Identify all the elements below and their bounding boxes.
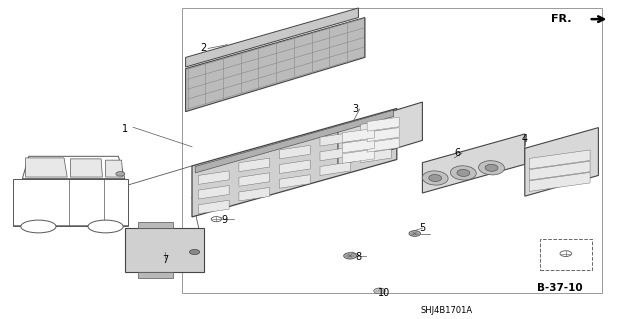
Ellipse shape bbox=[429, 174, 442, 182]
Polygon shape bbox=[367, 138, 399, 152]
Text: 1: 1 bbox=[122, 124, 128, 134]
Polygon shape bbox=[280, 160, 310, 174]
Polygon shape bbox=[529, 150, 590, 169]
Polygon shape bbox=[338, 102, 422, 166]
Text: 3: 3 bbox=[352, 104, 358, 114]
Polygon shape bbox=[106, 160, 123, 177]
Polygon shape bbox=[192, 108, 397, 217]
Polygon shape bbox=[360, 120, 391, 133]
Polygon shape bbox=[367, 117, 399, 131]
Polygon shape bbox=[138, 272, 173, 278]
Text: 7: 7 bbox=[162, 255, 168, 265]
Polygon shape bbox=[320, 133, 351, 146]
Text: SHJ4B1701A: SHJ4B1701A bbox=[420, 306, 473, 315]
Polygon shape bbox=[320, 162, 351, 175]
Text: B-37-10: B-37-10 bbox=[537, 283, 583, 293]
Polygon shape bbox=[195, 110, 394, 173]
Polygon shape bbox=[422, 134, 525, 193]
Text: 4: 4 bbox=[522, 134, 528, 144]
Polygon shape bbox=[342, 149, 374, 163]
Polygon shape bbox=[360, 149, 391, 163]
FancyBboxPatch shape bbox=[540, 239, 592, 270]
Text: 9: 9 bbox=[221, 215, 227, 225]
Polygon shape bbox=[13, 179, 128, 226]
Ellipse shape bbox=[479, 161, 504, 175]
Polygon shape bbox=[186, 18, 365, 112]
Polygon shape bbox=[198, 171, 229, 184]
Polygon shape bbox=[239, 158, 269, 172]
Polygon shape bbox=[198, 186, 229, 199]
Polygon shape bbox=[320, 147, 351, 161]
Polygon shape bbox=[342, 139, 374, 153]
Polygon shape bbox=[186, 8, 358, 67]
Polygon shape bbox=[360, 135, 391, 148]
Polygon shape bbox=[239, 188, 269, 201]
Ellipse shape bbox=[457, 169, 470, 176]
Ellipse shape bbox=[422, 171, 448, 185]
Polygon shape bbox=[342, 128, 374, 142]
Ellipse shape bbox=[451, 166, 476, 180]
Circle shape bbox=[116, 172, 125, 176]
Polygon shape bbox=[280, 175, 310, 188]
Ellipse shape bbox=[20, 220, 56, 233]
Polygon shape bbox=[70, 159, 102, 177]
Polygon shape bbox=[529, 161, 590, 180]
Text: FR.: FR. bbox=[551, 14, 572, 24]
Polygon shape bbox=[525, 128, 598, 196]
Polygon shape bbox=[138, 222, 173, 228]
Polygon shape bbox=[125, 228, 204, 272]
Circle shape bbox=[189, 249, 200, 255]
Text: 5: 5 bbox=[419, 223, 426, 233]
Text: 6: 6 bbox=[454, 148, 461, 158]
Polygon shape bbox=[239, 173, 269, 186]
Polygon shape bbox=[529, 172, 590, 191]
Ellipse shape bbox=[485, 164, 498, 171]
Circle shape bbox=[211, 217, 221, 222]
Polygon shape bbox=[367, 128, 399, 142]
Circle shape bbox=[374, 288, 385, 294]
Circle shape bbox=[560, 251, 572, 256]
Polygon shape bbox=[22, 156, 125, 179]
Polygon shape bbox=[182, 8, 602, 293]
Ellipse shape bbox=[88, 220, 124, 233]
Text: 10: 10 bbox=[378, 288, 390, 298]
Polygon shape bbox=[198, 200, 229, 214]
Circle shape bbox=[409, 231, 420, 236]
Text: 8: 8 bbox=[355, 252, 362, 262]
Polygon shape bbox=[26, 158, 67, 177]
Circle shape bbox=[344, 253, 356, 259]
Text: 2: 2 bbox=[200, 43, 207, 54]
Polygon shape bbox=[280, 145, 310, 159]
